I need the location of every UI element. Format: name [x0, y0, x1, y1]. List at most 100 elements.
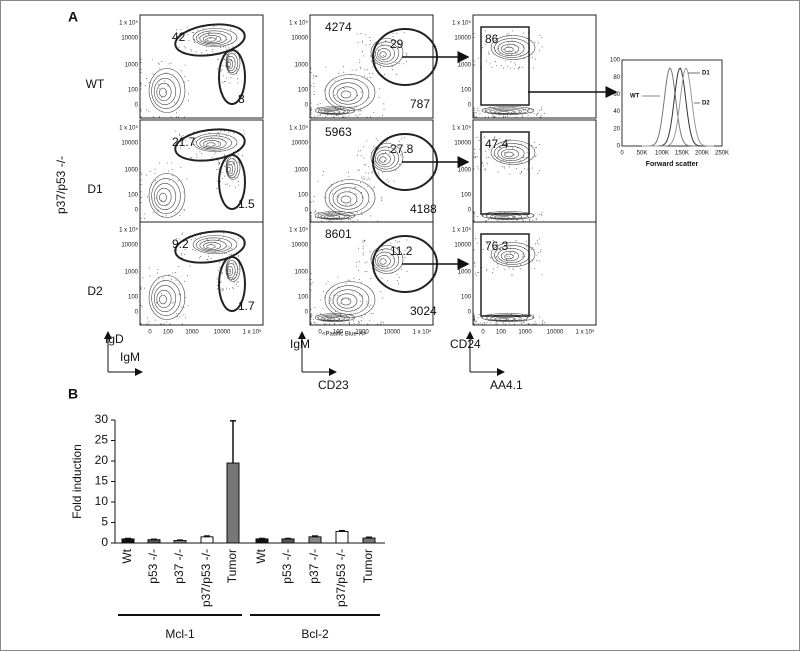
event-dot — [223, 232, 225, 234]
event-dot — [151, 59, 153, 61]
y-tick-label: 1000 — [125, 63, 139, 69]
event-dot — [217, 160, 219, 162]
event-dot — [194, 249, 196, 251]
event-dot — [316, 104, 318, 106]
event-dot — [381, 321, 383, 323]
x-tick-label: p53 -/- — [146, 549, 160, 584]
event-dot — [216, 134, 218, 136]
event-dot — [378, 87, 380, 89]
gate — [174, 230, 246, 264]
event-dot — [364, 178, 366, 180]
event-dot — [488, 53, 490, 55]
contour — [500, 43, 520, 55]
event-dot — [198, 37, 200, 39]
contour — [196, 237, 232, 253]
event-dot — [183, 307, 185, 309]
y-tick-label: 1 x 10⁵ — [119, 227, 138, 234]
event-dot — [396, 241, 398, 243]
event-dot — [473, 318, 475, 320]
event-dot — [485, 43, 487, 45]
event-dot — [482, 248, 484, 250]
event-dot — [212, 51, 214, 53]
event-dot — [497, 171, 499, 173]
bar — [281, 538, 295, 544]
event-dot — [366, 303, 368, 305]
event-dot — [507, 32, 509, 34]
event-dot — [540, 114, 542, 116]
event-dot — [358, 110, 360, 112]
event-dot — [340, 323, 342, 325]
event-dot — [398, 241, 400, 243]
event-dot — [216, 187, 218, 189]
event-dot — [315, 75, 317, 77]
event-dot — [146, 323, 148, 325]
event-dot — [226, 48, 228, 50]
contour — [377, 48, 391, 60]
event-dot — [533, 141, 535, 143]
event-dot — [362, 178, 364, 180]
flow-plot — [139, 119, 264, 224]
event-dot — [180, 69, 182, 71]
event-dot — [404, 249, 406, 251]
event-dot — [372, 73, 374, 75]
event-dot — [314, 307, 316, 309]
event-dot — [392, 35, 394, 37]
event-dot — [534, 268, 536, 270]
event-dot — [492, 140, 494, 142]
y-tick-label: 0 — [617, 144, 621, 150]
event-dot — [473, 107, 475, 109]
y-tick-label: 1 x 10⁵ — [119, 20, 138, 27]
event-dot — [159, 116, 161, 118]
event-dot — [474, 272, 476, 274]
event-dot — [243, 130, 245, 132]
event-dot — [198, 257, 200, 259]
event-dot — [160, 323, 162, 325]
event-dot — [351, 69, 353, 71]
event-dot — [382, 249, 384, 251]
contour — [375, 251, 395, 270]
event-dot — [510, 112, 512, 114]
event-dot — [473, 112, 475, 114]
x-tick-label: Tumor — [361, 549, 375, 583]
event-dot — [216, 288, 218, 290]
gate-value: 29 — [390, 37, 404, 51]
event-dot — [359, 59, 361, 61]
contour — [370, 38, 404, 67]
event-dot — [237, 78, 239, 80]
contour — [226, 161, 236, 177]
event-dot — [333, 323, 335, 325]
event-dot — [152, 211, 154, 213]
event-dot — [221, 69, 223, 71]
event-dot — [406, 53, 408, 55]
event-dot — [162, 277, 164, 279]
event-dot — [493, 116, 495, 118]
event-dot — [542, 319, 544, 321]
event-dot — [499, 137, 501, 139]
event-dot — [362, 241, 364, 243]
y-tick-label: 60 — [613, 92, 620, 98]
event-dot — [178, 133, 180, 135]
event-dot — [158, 88, 160, 90]
event-dot — [181, 254, 183, 256]
y-tick-label: 100 — [298, 295, 309, 301]
event-dot — [477, 166, 479, 168]
y-axis-label: CD24 — [450, 337, 481, 351]
event-dot — [310, 112, 312, 114]
event-dot — [526, 151, 528, 153]
event-dot — [504, 269, 506, 271]
event-dot — [319, 103, 321, 105]
event-dot — [319, 109, 321, 111]
event-dot — [501, 65, 503, 67]
event-dot — [360, 68, 362, 70]
event-dot — [343, 322, 345, 324]
event-dot — [356, 211, 358, 213]
event-dot — [393, 252, 395, 254]
event-dot — [475, 238, 477, 240]
contour — [370, 143, 404, 172]
event-dot — [395, 240, 397, 242]
event-dot — [174, 143, 176, 145]
event-dot — [474, 156, 476, 158]
event-dot — [360, 282, 362, 284]
event-dot — [176, 238, 178, 240]
contour — [226, 260, 238, 280]
